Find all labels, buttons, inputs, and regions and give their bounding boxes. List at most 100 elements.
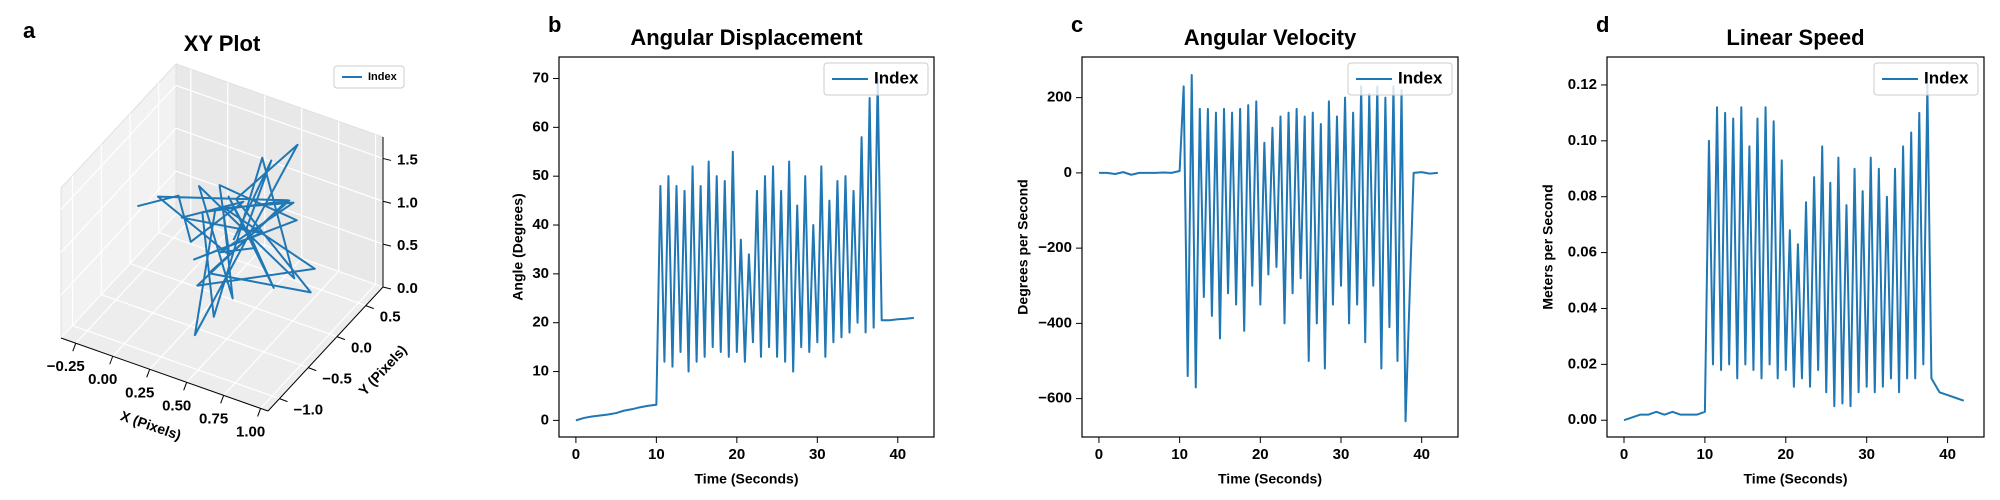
- z-tick-label: 1.0: [397, 194, 418, 211]
- y-tick-label: 0: [541, 411, 549, 428]
- y-axis-label: Meters per Second: [1540, 184, 1556, 309]
- x-axis-label: Time (Seconds): [1218, 471, 1322, 487]
- legend-box: [1873, 62, 1979, 96]
- y-tick-label: 70: [532, 69, 549, 86]
- x-tick-label: 30: [1333, 446, 1350, 463]
- x-tick-label: 20: [1777, 446, 1794, 463]
- x-tick-label: 0: [1095, 446, 1103, 463]
- y-tick-label: 20: [532, 314, 549, 331]
- y-tick-label: −400: [1038, 314, 1072, 331]
- z-tick-label: 0.0: [397, 280, 418, 297]
- y-tick-label: 0: [1064, 164, 1072, 181]
- x-tick-label: 30: [1858, 446, 1875, 463]
- tick: [336, 336, 346, 341]
- y-tick-label: −200: [1038, 239, 1072, 256]
- panel-label: b: [548, 12, 561, 37]
- x-tick-label: 20: [728, 446, 745, 463]
- chart-title: Angular Displacement: [630, 25, 863, 50]
- grid-line: [260, 283, 377, 409]
- chart-title: Linear Speed: [1726, 25, 1864, 50]
- tick: [146, 369, 151, 378]
- x-tick-label: 0.75: [199, 410, 228, 427]
- y-tick-label: −1.0: [294, 402, 324, 419]
- legend-box: [333, 65, 405, 89]
- x-tick-label: 10: [1171, 446, 1188, 463]
- y-tick-label: 0.00: [1568, 411, 1597, 428]
- x-tick-label: 0.00: [88, 371, 117, 388]
- y-tick-label: −0.5: [322, 371, 352, 388]
- y-tick-label: −600: [1038, 390, 1072, 407]
- axes-frame: [558, 56, 935, 438]
- legend-label: Index: [368, 71, 398, 83]
- y-tick-label: 0.5: [380, 309, 401, 326]
- grid-line: [149, 244, 266, 370]
- grid-line: [129, 263, 338, 338]
- x-tick-label: 40: [1939, 446, 1956, 463]
- y-tick-label: 30: [532, 265, 549, 282]
- z-tick-label: 0.5: [397, 237, 418, 254]
- axis-line: [60, 337, 269, 412]
- y-tick-label: 50: [532, 167, 549, 184]
- x-tick-label: 0.25: [125, 384, 154, 401]
- panel-label: c: [1071, 12, 1083, 37]
- x-tick-label: −0.25: [47, 358, 85, 375]
- x-axis-label: Time (Seconds): [1744, 471, 1848, 487]
- grid-line: [223, 270, 340, 396]
- chart-title: XY Plot: [184, 31, 261, 56]
- tick: [109, 356, 114, 365]
- y-tick-label: 10: [532, 363, 549, 380]
- x-axis-label: Time (Seconds): [695, 471, 799, 487]
- tick: [308, 367, 317, 372]
- series-line: [575, 77, 915, 422]
- y-tick-label: 60: [532, 118, 549, 135]
- y-axis-label: Degrees per Second: [1015, 179, 1031, 314]
- tick: [382, 157, 392, 161]
- x-tick-label: 10: [648, 446, 665, 463]
- x-tick-label: 20: [1252, 446, 1269, 463]
- x-tick-label: 40: [889, 446, 906, 463]
- axes-frame: [1081, 56, 1459, 438]
- tick: [382, 286, 392, 290]
- y-axis-label: Angle (Degrees): [510, 193, 526, 300]
- grid-line: [60, 85, 177, 210]
- x-tick-label: 0: [1620, 446, 1628, 463]
- legend-box: [823, 62, 929, 96]
- tick: [257, 408, 262, 417]
- grid-line: [186, 257, 303, 383]
- legend-box: [1347, 62, 1453, 96]
- tick: [72, 343, 77, 352]
- x-tick-label: 40: [1413, 446, 1430, 463]
- x-tick-label: 0.50: [162, 397, 191, 414]
- chart-title: Angular Velocity: [1184, 25, 1357, 50]
- grid-line: [175, 84, 384, 159]
- tick: [220, 395, 225, 404]
- y-tick-label: 0.02: [1568, 355, 1597, 372]
- x-tick-label: 30: [809, 446, 826, 463]
- y-tick-label: 40: [532, 216, 549, 233]
- axis-line: [267, 286, 384, 412]
- grid-line: [60, 213, 177, 339]
- grid-line: [175, 127, 384, 202]
- tick: [183, 382, 188, 391]
- panel-label: a: [23, 18, 36, 43]
- grid-line: [158, 232, 366, 307]
- legend-label: Index: [1924, 68, 1969, 87]
- x-tick-label: 0: [572, 446, 580, 463]
- y-tick-label: 0.04: [1568, 299, 1598, 316]
- grid-line: [101, 294, 309, 369]
- y-tick-label: 0.08: [1568, 188, 1597, 205]
- grid-line: [60, 127, 177, 253]
- tick: [382, 200, 392, 204]
- grid-line: [75, 218, 192, 344]
- x-tick-label: 1.00: [236, 423, 265, 440]
- series-line-3d: [137, 143, 316, 337]
- y-tick-label: 0.06: [1568, 244, 1597, 261]
- legend-label: Index: [1398, 68, 1443, 87]
- axes-frame: [1606, 56, 1985, 438]
- tick: [365, 305, 374, 310]
- grid-line: [72, 325, 280, 400]
- panel-label: d: [1596, 12, 1609, 37]
